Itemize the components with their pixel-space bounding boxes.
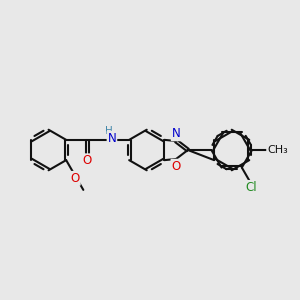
Text: N: N: [172, 127, 180, 140]
Text: H: H: [105, 126, 112, 136]
Text: CH₃: CH₃: [267, 145, 288, 155]
Text: O: O: [83, 154, 92, 167]
Text: Cl: Cl: [245, 181, 256, 194]
Text: O: O: [70, 172, 80, 185]
Text: N: N: [108, 132, 116, 145]
Text: O: O: [171, 160, 181, 173]
